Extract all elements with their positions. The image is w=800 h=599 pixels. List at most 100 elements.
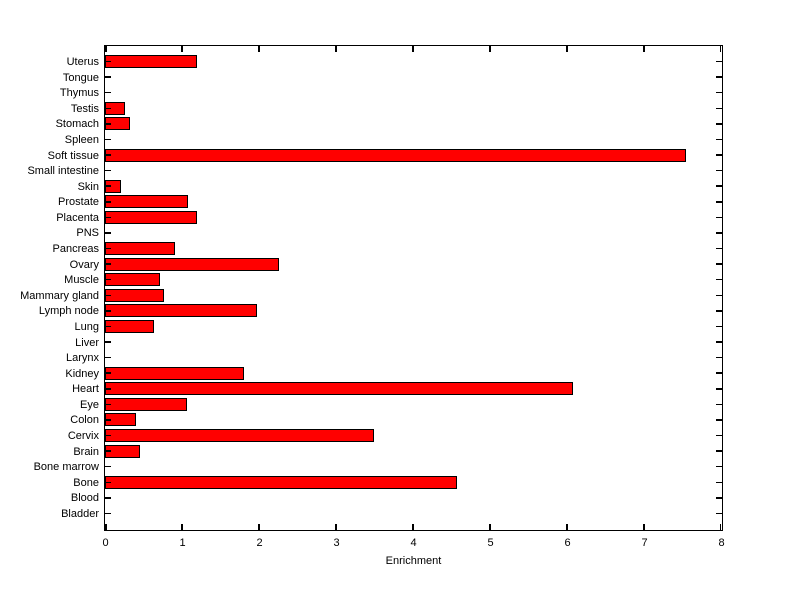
y-tick-label-bladder: Bladder [61, 507, 99, 520]
y-tick-left-cervix [105, 434, 111, 437]
y-tick-label-cervix: Cervix [67, 430, 99, 443]
x-tick-top-6 [566, 46, 568, 52]
y-tick-right-larynx [716, 356, 722, 359]
x-tick-label-4: 4 [410, 537, 417, 549]
x-tick-label-8: 8 [718, 537, 725, 549]
y-tick-label-colon: Colon [70, 414, 99, 427]
bar-placenta [105, 210, 198, 224]
bar-eye [105, 397, 188, 411]
y-tick-left-kidney [105, 372, 111, 374]
y-tick-right-small-intestine [716, 169, 722, 172]
bar-bone [105, 475, 457, 489]
y-tick-label-heart: Heart [72, 383, 99, 396]
y-tick-left-bladder [105, 512, 111, 515]
y-tick-right-lung [716, 325, 722, 328]
y-tick-left-prostate [105, 201, 111, 203]
y-tick-right-pancreas [716, 247, 722, 250]
y-tick-right-thymus [716, 91, 722, 94]
bar-ovary [105, 257, 280, 271]
y-tick-right-bone-marrow [716, 465, 722, 468]
y-tick-left-skin [105, 185, 111, 187]
bar-lymph-node [105, 304, 257, 318]
y-tick-left-tongue [105, 76, 111, 78]
y-tick-label-spleen: Spleen [64, 133, 99, 146]
y-tick-left-blood [105, 497, 111, 499]
y-tick-label-tongue: Tongue [62, 71, 99, 84]
x-tick-bottom-8 [719, 524, 721, 530]
x-tick-label-0: 0 [102, 537, 109, 549]
y-tick-left-larynx [105, 356, 111, 359]
y-tick-left-pancreas [105, 247, 111, 250]
y-tick-left-brain [105, 450, 111, 452]
bar-soft-tissue [105, 148, 686, 162]
x-tick-top-4 [412, 46, 414, 52]
y-tick-label-skin: Skin [77, 180, 99, 193]
x-tick-bottom-6 [566, 524, 568, 530]
y-tick-left-lung [105, 325, 111, 328]
bar-lung [105, 319, 154, 333]
x-tick-bottom-2 [258, 524, 260, 530]
y-tick-left-mammary-gland [105, 294, 111, 297]
y-tick-left-eye [105, 403, 111, 406]
y-tick-left-thymus [105, 91, 111, 94]
y-tick-right-spleen [716, 138, 722, 141]
y-tick-right-pns [716, 232, 722, 234]
y-tick-label-muscle: Muscle [64, 274, 99, 287]
bar-uterus [105, 55, 197, 69]
bar-cervix [105, 429, 374, 443]
y-tick-label-liver: Liver [75, 336, 99, 349]
x-tick-bottom-5 [489, 524, 491, 530]
y-tick-right-skin [716, 185, 722, 187]
y-tick-label-bone-marrow: Bone marrow [33, 461, 99, 474]
plot-area [104, 45, 723, 531]
y-tick-right-cervix [716, 434, 722, 437]
bar-kidney [105, 366, 245, 380]
y-tick-right-colon [716, 419, 722, 421]
y-tick-label-brain: Brain [73, 445, 99, 458]
y-tick-label-placenta: Placenta [56, 211, 99, 224]
x-tick-label-1: 1 [179, 537, 186, 549]
y-tick-left-pns [105, 232, 111, 234]
y-tick-right-bone [716, 481, 722, 483]
y-tick-left-stomach [105, 123, 111, 125]
x-tick-bottom-0 [105, 524, 107, 530]
x-tick-label-6: 6 [564, 537, 571, 549]
y-tick-right-muscle [716, 278, 722, 281]
y-tick-label-lymph-node: Lymph node [38, 305, 99, 318]
y-tick-label-ovary: Ovary [69, 258, 99, 271]
x-tick-top-1 [181, 46, 183, 52]
x-axis-label: Enrichment [385, 555, 442, 567]
y-tick-label-testis: Testis [70, 102, 99, 115]
y-tick-right-uterus [716, 60, 722, 63]
y-tick-right-soft-tissue [716, 154, 722, 156]
y-tick-right-testis [716, 107, 722, 110]
y-tick-right-heart [716, 388, 722, 390]
y-tick-label-pns: PNS [76, 227, 99, 240]
y-tick-right-blood [716, 497, 722, 499]
y-tick-right-placenta [716, 216, 722, 219]
x-tick-top-2 [258, 46, 260, 52]
y-tick-left-bone-marrow [105, 465, 111, 468]
y-tick-right-brain [716, 450, 722, 452]
y-tick-left-soft-tissue [105, 154, 111, 156]
y-tick-left-ovary [105, 263, 111, 265]
x-tick-bottom-4 [412, 524, 414, 530]
y-tick-label-kidney: Kidney [65, 367, 99, 380]
x-tick-top-3 [335, 46, 337, 52]
y-tick-right-lymph-node [716, 310, 722, 312]
y-tick-label-thymus: Thymus [59, 87, 99, 100]
y-tick-left-placenta [105, 216, 111, 219]
y-tick-left-uterus [105, 60, 111, 63]
y-tick-left-heart [105, 388, 111, 390]
y-tick-right-ovary [716, 263, 722, 265]
y-tick-label-soft-tissue: Soft tissue [47, 149, 99, 162]
bar-muscle [105, 273, 160, 287]
x-tick-bottom-7 [643, 524, 645, 530]
y-tick-left-lymph-node [105, 310, 111, 312]
x-tick-top-8 [719, 46, 721, 52]
y-tick-left-bone [105, 481, 111, 483]
y-tick-left-testis [105, 107, 111, 110]
y-tick-left-colon [105, 419, 111, 421]
y-tick-right-stomach [716, 123, 722, 125]
